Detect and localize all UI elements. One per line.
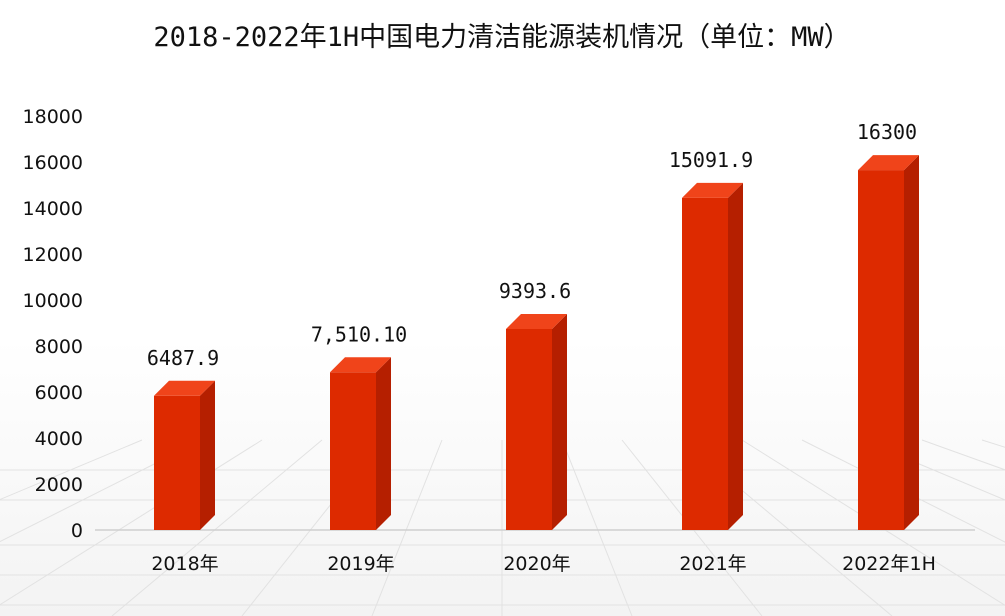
x-tick-label: 2022年1H	[842, 553, 936, 575]
y-tick-label: 0	[71, 520, 83, 542]
y-tick-label: 12000	[23, 244, 83, 266]
bar-front	[330, 372, 376, 530]
bar-top	[506, 313, 567, 329]
bar	[682, 182, 743, 531]
x-axis: 2018年 2019年 2020年 2021年 2022年1H	[151, 553, 936, 575]
data-label: 16300	[857, 120, 917, 144]
bar-front	[506, 328, 552, 530]
data-label: 15091.9	[669, 148, 753, 172]
y-tick-label: 2000	[35, 474, 83, 496]
bar-front	[154, 395, 200, 530]
bar-side	[904, 155, 919, 530]
bar	[858, 155, 919, 530]
bar	[154, 380, 215, 530]
bar-side	[200, 380, 215, 530]
y-axis: 0 2000 4000 6000 8000 10000 12000 14000 16000 180…	[23, 106, 83, 542]
bar-front	[682, 197, 728, 531]
bar-side	[728, 182, 743, 531]
y-tick-label: 18000	[23, 106, 83, 128]
chart-title: 2018-2022年1H中国电力清洁能源装机情况（单位：MW）	[153, 22, 850, 53]
y-tick-label: 14000	[23, 198, 83, 220]
x-tick-label: 2019年	[327, 553, 394, 575]
x-tick-label: 2021年	[679, 553, 746, 575]
x-tick-label: 2018年	[151, 553, 218, 575]
data-label: 6487.9	[147, 346, 219, 370]
bar-side	[376, 357, 391, 530]
bar	[330, 357, 391, 530]
y-tick-label: 6000	[35, 382, 83, 404]
x-tick-label: 2020年	[503, 553, 570, 575]
data-label: 9393.6	[499, 279, 571, 303]
bar-side	[552, 313, 567, 530]
y-tick-label: 16000	[23, 152, 83, 174]
bar-top	[330, 357, 391, 373]
data-labels: 6487.9 7,510.10 9393.6 15091.9 16300	[147, 120, 917, 370]
bar	[506, 313, 567, 530]
bars	[154, 155, 919, 531]
bar-front	[858, 170, 904, 530]
y-tick-label: 8000	[35, 336, 83, 358]
floor-grid-decoration	[0, 439, 1005, 616]
bar-top	[858, 155, 919, 171]
data-label: 7,510.10	[311, 322, 407, 346]
y-tick-label: 10000	[23, 290, 83, 312]
bar-top	[154, 380, 215, 396]
bar-top	[682, 182, 743, 198]
y-tick-label: 4000	[35, 428, 83, 450]
